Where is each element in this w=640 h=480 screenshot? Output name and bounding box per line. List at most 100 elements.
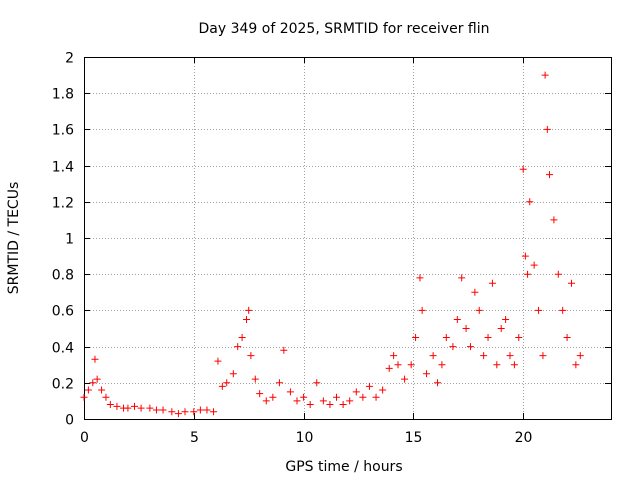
data-point [306, 401, 314, 409]
y-tick-label: 0.4 [52, 341, 74, 357]
data-point [137, 404, 145, 412]
data-point [535, 306, 543, 314]
x-tick-label: 15 [405, 430, 423, 446]
data-point [541, 71, 549, 79]
data-point [359, 393, 367, 401]
data-point [223, 379, 231, 387]
y-tick-label: 0.2 [52, 377, 74, 393]
data-point [543, 125, 551, 133]
data-point [394, 361, 402, 369]
data-point [319, 397, 327, 405]
data-point [453, 315, 461, 323]
data-point [434, 379, 442, 387]
data-point [91, 355, 99, 363]
data-point [515, 334, 523, 342]
data-point [256, 390, 264, 398]
data-point [521, 252, 529, 260]
y-tick-label: 1.6 [52, 123, 74, 139]
data-point [210, 408, 218, 416]
data-point [229, 370, 237, 378]
data-point [84, 386, 92, 394]
data-point [510, 361, 518, 369]
data-point [102, 393, 110, 401]
data-point [475, 306, 483, 314]
data-point [526, 198, 534, 206]
data-point [502, 315, 510, 323]
data-point [488, 279, 496, 287]
y-tick-label: 1.4 [52, 160, 74, 176]
data-point [326, 401, 334, 409]
y-tick-label: 1 [65, 232, 74, 248]
data-point [466, 343, 474, 351]
data-point [286, 388, 294, 396]
data-point [174, 410, 182, 418]
data-point [438, 361, 446, 369]
data-point [563, 334, 571, 342]
data-point [93, 375, 101, 383]
data-point [550, 216, 558, 224]
data-point [146, 404, 154, 412]
y-tick-label: 1.2 [52, 196, 74, 212]
data-point [196, 406, 204, 414]
data-point [339, 401, 347, 409]
data-point [493, 361, 501, 369]
data-point [530, 261, 538, 269]
data-point [539, 352, 547, 360]
data-point [106, 401, 114, 409]
data-point [80, 393, 88, 401]
data-point [365, 382, 373, 390]
y-tick-label: 0.8 [52, 268, 74, 284]
data-point [372, 393, 380, 401]
y-tick-label: 0.6 [52, 304, 74, 320]
data-point [242, 315, 250, 323]
data-point [449, 343, 457, 351]
data-points [80, 71, 584, 418]
data-point [379, 386, 387, 394]
data-point [429, 352, 437, 360]
data-point [293, 397, 301, 405]
data-point [497, 325, 505, 332]
x-axis-label: GPS time / hours [285, 459, 402, 475]
data-point [385, 364, 393, 372]
data-point [418, 306, 426, 314]
data-point [124, 404, 132, 412]
data-point [280, 346, 288, 354]
data-point [572, 361, 580, 369]
data-point [519, 165, 527, 173]
y-axis-label: SRMTID / TECUs [6, 182, 22, 295]
data-point [407, 361, 415, 369]
data-point [269, 393, 277, 401]
data-point [412, 334, 420, 342]
x-tick-label: 20 [515, 430, 533, 446]
data-point [218, 382, 226, 390]
data-point [152, 406, 160, 414]
data-point [168, 408, 176, 416]
data-point [247, 352, 255, 360]
data-point [390, 352, 398, 360]
data-point [131, 402, 139, 410]
data-point [559, 306, 567, 314]
data-point [251, 375, 259, 383]
x-tick-label: 0 [80, 430, 89, 446]
x-tick-label: 10 [296, 430, 314, 446]
data-point [484, 334, 492, 342]
data-point [401, 375, 409, 383]
data-point [262, 397, 270, 405]
data-point [352, 388, 360, 396]
data-point [181, 408, 189, 416]
data-point [416, 274, 424, 282]
axis-ticks [84, 57, 611, 420]
data-point [214, 357, 222, 365]
data-point [238, 334, 246, 342]
data-point [300, 393, 308, 401]
chart-title: Day 349 of 2025, SRMTID for receiver fli… [199, 21, 490, 37]
x-tick-label: 5 [190, 430, 199, 446]
data-point [554, 270, 562, 278]
data-point [203, 406, 211, 414]
data-point [524, 270, 532, 278]
data-point [275, 379, 283, 387]
data-point [423, 370, 431, 378]
grid [84, 57, 611, 419]
